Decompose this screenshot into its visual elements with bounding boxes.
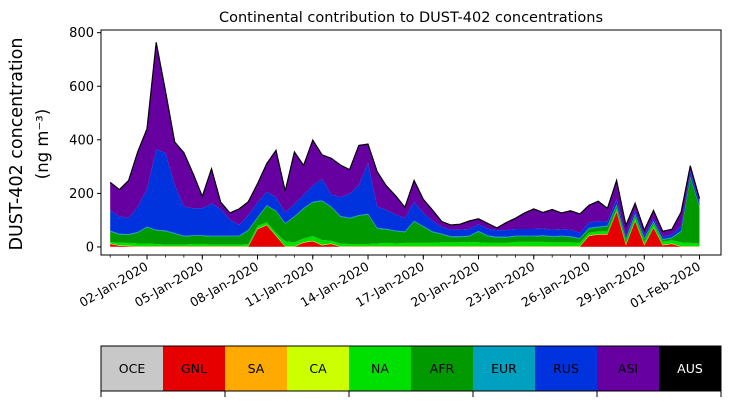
y-axis-label: DUST-402 concentration xyxy=(7,38,27,251)
area-asi xyxy=(110,42,700,237)
y-tick-label: 0 xyxy=(86,240,94,255)
area-layers xyxy=(110,42,700,247)
y-axis-unit: (ng m⁻³) xyxy=(33,109,52,179)
legend-label: SA xyxy=(248,361,265,376)
legend-label: NA xyxy=(371,361,389,376)
area-gnl xyxy=(110,211,700,247)
plot-frame xyxy=(100,29,722,256)
total-outline xyxy=(109,42,701,232)
legend-label: ASI xyxy=(618,361,638,376)
legend-swatch-sa xyxy=(225,346,288,391)
legend-swatch-aus xyxy=(659,346,722,391)
area-afr xyxy=(110,177,700,245)
y-tick-label: 600 xyxy=(69,80,94,95)
legend-label: AUS xyxy=(677,361,703,376)
area-rus xyxy=(110,149,700,240)
x-axis: 02-Jan-202005-Jan-202008-Jan-202011-Jan-… xyxy=(77,255,703,311)
y-tick-label: 200 xyxy=(69,187,94,202)
legend-label: OCE xyxy=(119,361,146,376)
color-legend: OCE GNL SA CA NA AFR EUR RUS ASI AUS xyxy=(100,345,722,397)
legend-label: AFR xyxy=(430,361,455,376)
legend-swatch-na xyxy=(349,346,412,391)
legend-frame xyxy=(100,345,722,392)
legend-swatch-asi xyxy=(597,346,660,391)
legend-swatch-ca xyxy=(287,346,350,391)
legend-swatch-afr xyxy=(411,346,474,391)
legend-swatch-gnl xyxy=(163,346,226,391)
y-tick-label: 800 xyxy=(69,26,94,41)
legend-label: GNL xyxy=(181,361,207,376)
chart-title: Continental contribution to DUST-402 con… xyxy=(219,10,603,26)
legend-label: EUR xyxy=(491,361,517,376)
y-tick-label: 400 xyxy=(69,133,94,148)
legend-label: RUS xyxy=(553,361,579,376)
legend-label: CA xyxy=(309,361,327,376)
y-axis: 0 200 400 600 800 xyxy=(69,26,101,255)
legend-swatch-oce xyxy=(101,346,164,391)
legend-swatch-rus xyxy=(535,346,598,391)
legend-swatch-eur xyxy=(473,346,536,391)
